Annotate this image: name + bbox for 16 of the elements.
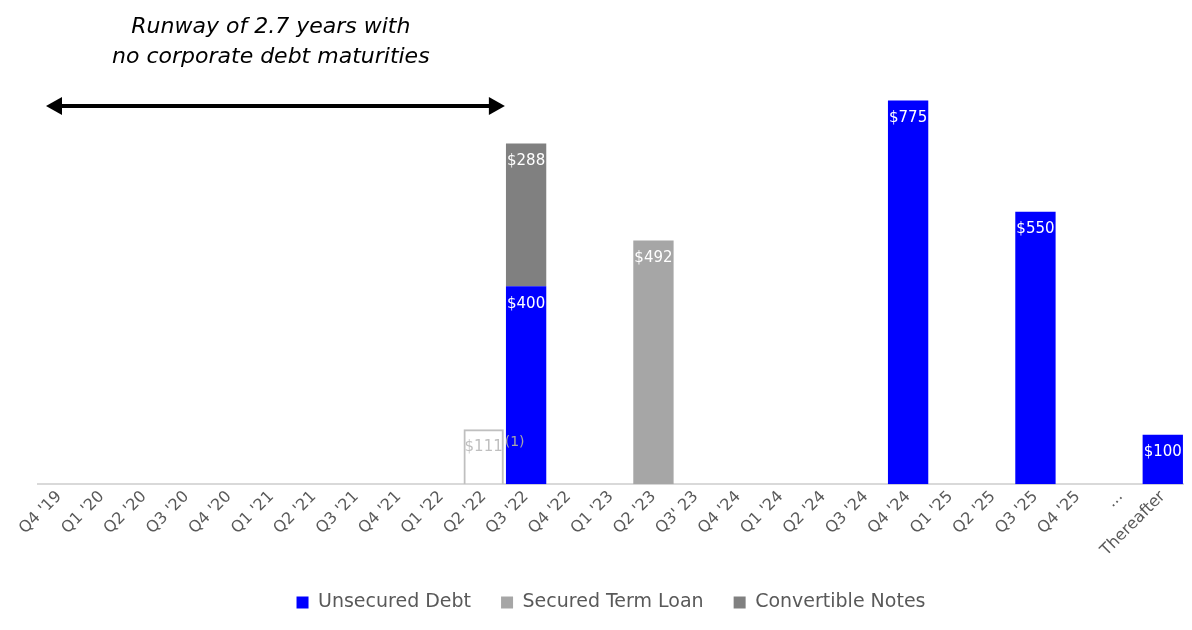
data-label: $288 <box>507 150 546 169</box>
bar <box>505 143 547 287</box>
bar <box>1015 211 1056 485</box>
data-label: $400 <box>507 293 546 312</box>
bar <box>633 240 674 485</box>
data-label: $775 <box>889 107 928 126</box>
annotation: (1) <box>504 432 525 449</box>
legend-label: Unsecured Debt <box>318 589 472 612</box>
bar <box>887 100 929 485</box>
legend-label: Convertible Notes <box>755 589 926 612</box>
legend-label: Secured Term Loan <box>522 589 704 612</box>
text: Runway of 2.7 years with no corporate debt maturities <box>112 12 430 68</box>
bar <box>505 286 547 485</box>
data-label: $550 <box>1016 219 1055 238</box>
data-label: $492 <box>634 247 673 266</box>
data-label: $100 <box>1143 442 1182 461</box>
